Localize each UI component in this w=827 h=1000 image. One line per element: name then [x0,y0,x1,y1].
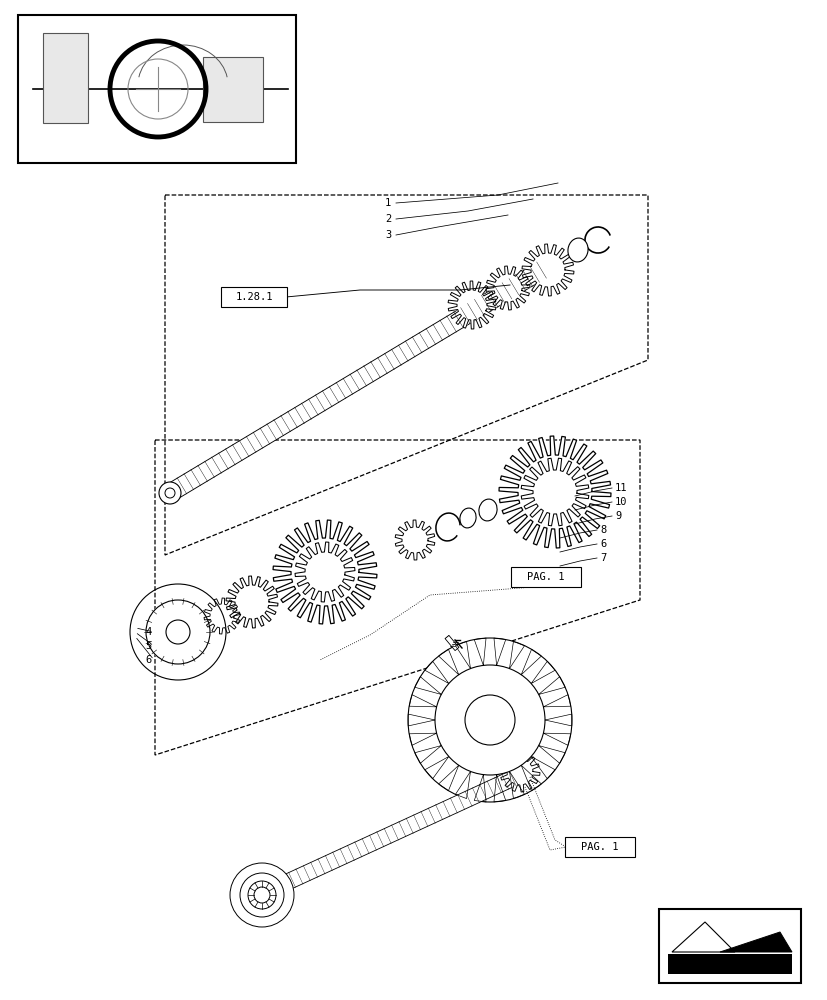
Text: 9: 9 [614,511,620,521]
Text: 2: 2 [385,214,390,224]
Polygon shape [226,576,278,628]
Text: 6: 6 [146,655,152,665]
Circle shape [165,488,174,498]
Circle shape [248,881,275,909]
Circle shape [159,482,181,504]
Polygon shape [170,260,549,498]
Text: 5: 5 [146,641,152,651]
Text: 4: 4 [146,627,152,637]
Polygon shape [294,542,355,602]
FancyBboxPatch shape [667,954,791,974]
Circle shape [240,873,284,917]
Text: 1: 1 [385,198,390,208]
Text: 8: 8 [600,525,605,535]
FancyBboxPatch shape [658,909,800,983]
FancyBboxPatch shape [564,837,634,857]
Polygon shape [273,520,376,624]
Polygon shape [266,768,523,897]
FancyBboxPatch shape [510,567,581,587]
Circle shape [254,887,270,903]
Polygon shape [499,436,610,548]
Text: 11: 11 [614,483,627,493]
Text: 7: 7 [600,553,605,563]
Polygon shape [500,752,539,792]
Circle shape [465,695,514,745]
FancyBboxPatch shape [43,33,88,123]
Text: PAG. 1: PAG. 1 [581,842,618,852]
FancyBboxPatch shape [203,57,263,122]
Circle shape [230,863,294,927]
Circle shape [146,600,210,664]
Polygon shape [672,922,734,952]
Text: 3: 3 [385,230,390,240]
Polygon shape [520,458,588,526]
Text: 6: 6 [600,539,605,549]
Polygon shape [445,635,458,651]
Polygon shape [485,266,529,310]
Ellipse shape [459,508,476,528]
Ellipse shape [567,238,587,262]
FancyBboxPatch shape [221,287,287,307]
Ellipse shape [478,499,496,521]
Text: 1.28.1: 1.28.1 [235,292,272,302]
Polygon shape [394,520,434,560]
Circle shape [434,665,544,775]
FancyBboxPatch shape [18,15,295,163]
Polygon shape [203,598,240,634]
Polygon shape [719,932,791,952]
Text: PAG. 1: PAG. 1 [527,572,564,582]
Circle shape [408,638,571,802]
Text: 10: 10 [614,497,627,507]
Polygon shape [521,244,573,296]
Polygon shape [447,281,495,329]
